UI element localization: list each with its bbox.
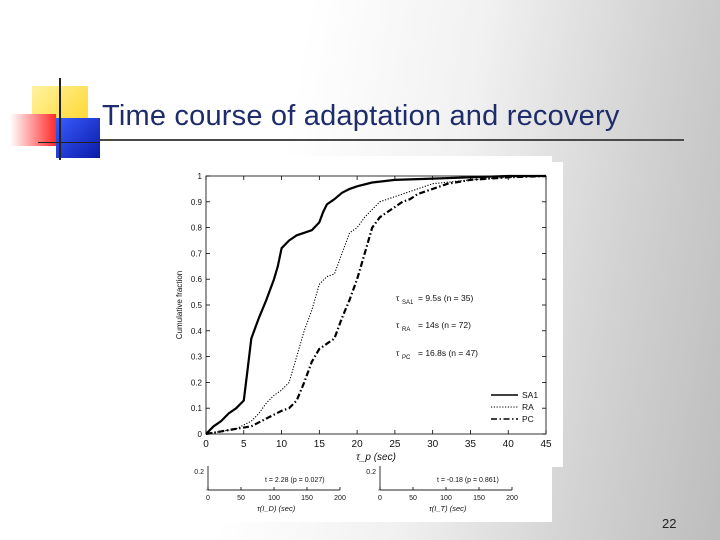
x-axis-label: τ_p (sec) — [356, 452, 396, 463]
y-tick-label: 0.6 — [191, 275, 203, 284]
x-tick-label: 30 — [427, 439, 439, 450]
annotation-text-ra: = 14s (n = 72) — [418, 320, 471, 330]
y-tick-label: 0.1 — [191, 404, 203, 413]
lower-charts: 0.2 0 50 100 150 200 t = 2.28 (p = 0.027) τ(I_D… — [194, 466, 518, 513]
x-tick-label: 45 — [540, 439, 552, 450]
main-chart-background — [168, 162, 563, 467]
x-tick-label: 40 — [503, 439, 515, 450]
lower-panel-2-x-axis-label: τ(I_T) (sec) — [429, 504, 467, 513]
lower-panel-1-y-tick-label: 0.2 — [194, 469, 204, 476]
main-chart: 0 5 10 15 20 25 30 35 40 45 0 0.1 0.2 0.3 0.4 0.5 0.6 0.7… — [175, 172, 552, 463]
y-axis-label: Cumulative fraction — [175, 271, 184, 339]
lower-panel-2-x-tick-label: 100 — [440, 495, 452, 502]
lower-panel-2-x-tick-label: 150 — [473, 495, 485, 502]
annotation-tau-sa1: τ — [396, 293, 400, 303]
decor-blue-square — [56, 118, 100, 158]
annotation-tau-pc: τ — [396, 348, 400, 358]
y-tick-label: 0.3 — [191, 353, 203, 362]
x-tick-label: 10 — [276, 439, 288, 450]
y-tick-label: 0.9 — [191, 198, 203, 207]
x-tick-label: 15 — [314, 439, 326, 450]
lower-panel-2-x-tick-label: 0 — [378, 495, 382, 502]
page-number: 22 — [662, 516, 677, 531]
x-tick-label: 25 — [389, 439, 401, 450]
x-tick-label: 20 — [352, 439, 364, 450]
x-tick-label: 0 — [203, 439, 209, 450]
lower-panel-1-x-tick-label: 0 — [206, 495, 210, 502]
lower-panel-1-x-tick-label: 100 — [268, 495, 280, 502]
y-tick-label: 1 — [198, 172, 203, 181]
legend-label-pc: PC — [522, 414, 534, 424]
decor-vertical-line — [59, 78, 61, 160]
y-tick-label: 0.7 — [191, 249, 203, 258]
lower-panel-2-annotation: t = -0.18 (p = 0.861) — [437, 477, 499, 484]
decor-horizontal-line — [38, 142, 100, 143]
annotation-subscript-ra: RA — [402, 327, 410, 333]
decor-red-bar — [10, 114, 56, 146]
legend-label-ra: RA — [522, 402, 534, 412]
lower-panel-1-x-tick-label: 150 — [301, 495, 313, 502]
lower-panel-1-annotation: t = 2.28 (p = 0.027) — [265, 477, 325, 484]
annotation-text-sa1: = 9.5s (n = 35) — [418, 293, 473, 303]
y-tick-label: 0.4 — [191, 327, 203, 336]
annotation-subscript-pc: PC — [402, 355, 411, 361]
figure-svg: 0 5 10 15 20 25 30 35 40 4500.10.20.30.40.50.60.7… — [168, 156, 563, 522]
annotation-subscript-sa1: SA1 — [402, 300, 414, 306]
series-line-pc — [205, 174, 547, 436]
lower-panel-1-x-tick-label: 200 — [334, 495, 346, 502]
lower-panel-1-x-tick-label: 50 — [237, 495, 245, 502]
legend-label-sa1: SA1 — [522, 390, 538, 400]
x-tick-label: 5 — [241, 439, 247, 450]
series-line-sa1 — [205, 174, 546, 435]
title-underline — [100, 139, 684, 141]
x-tick-label: 35 — [465, 439, 477, 450]
lower-panel-1-x-axis-label: τ(I_D) (sec) — [257, 504, 296, 513]
lower-panel-2-y-tick-label: 0.2 — [366, 469, 376, 476]
y-tick-label: 0 — [198, 430, 203, 439]
y-tick-label: 0.8 — [191, 224, 203, 233]
annotation-tau-ra: τ — [396, 320, 400, 330]
y-tick-label: 0.5 — [191, 301, 203, 310]
lower-panel-2-x-tick-label: 200 — [506, 495, 518, 502]
annotation-text-pc: = 16.8s (n = 47) — [418, 348, 478, 358]
slide-title: Time course of adaptation and recovery — [102, 100, 620, 132]
lower-panel-2-x-tick-label: 50 — [409, 495, 417, 502]
series-line-ra — [205, 175, 547, 435]
figure-panel: 0 5 10 15 20 25 30 35 40 45 0 0.1 0.2 0.3 0.4 0.5 0.6 0.7… — [168, 156, 563, 524]
y-tick-label: 0.2 — [191, 378, 203, 387]
